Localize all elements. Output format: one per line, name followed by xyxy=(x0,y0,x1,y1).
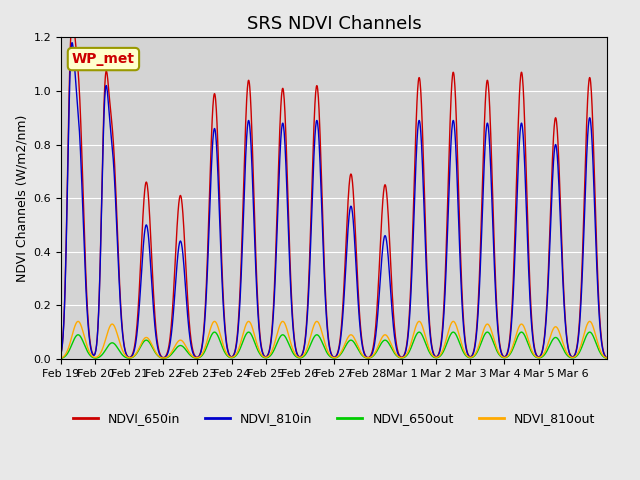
Line: NDVI_810in: NDVI_810in xyxy=(61,43,607,358)
NDVI_810in xyxy=(57,351,65,357)
Legend: NDVI_650in, NDVI_810in, NDVI_650out, NDVI_810out: NDVI_650in, NDVI_810in, NDVI_650out, NDV… xyxy=(68,407,600,430)
Text: WP_met: WP_met xyxy=(72,52,135,66)
NDVI_650out xyxy=(603,356,611,361)
NDVI_650out xyxy=(433,355,441,360)
NDVI_650in xyxy=(568,354,576,360)
NDVI_810in xyxy=(568,354,576,360)
NDVI_810in xyxy=(67,44,75,50)
NDVI_650in xyxy=(337,333,344,338)
NDVI_650out xyxy=(67,343,75,349)
NDVI_650in xyxy=(603,355,611,360)
NDVI_650out xyxy=(586,329,593,335)
NDVI_650in xyxy=(68,14,76,20)
NDVI_650in xyxy=(57,350,65,356)
NDVI_810in xyxy=(434,354,442,360)
NDVI_650in xyxy=(67,23,75,28)
NDVI_650in xyxy=(304,292,312,298)
NDVI_810out xyxy=(337,350,344,356)
Y-axis label: NDVI Channels (W/m2/nm): NDVI Channels (W/m2/nm) xyxy=(15,114,28,282)
Title: SRS NDVI Channels: SRS NDVI Channels xyxy=(246,15,421,33)
NDVI_810out xyxy=(568,355,576,360)
NDVI_810in xyxy=(304,300,312,306)
NDVI_810in xyxy=(603,355,611,361)
NDVI_810out xyxy=(67,336,75,342)
NDVI_810out xyxy=(434,354,442,360)
NDVI_650out xyxy=(337,352,344,358)
NDVI_810out xyxy=(603,355,611,361)
NDVI_810out xyxy=(74,319,82,324)
NDVI_810in xyxy=(155,350,163,356)
Line: NDVI_810out: NDVI_810out xyxy=(61,322,607,358)
NDVI_810in xyxy=(337,336,344,342)
NDVI_810out xyxy=(155,353,163,359)
NDVI_650out xyxy=(57,356,65,361)
NDVI_650in xyxy=(434,353,442,359)
NDVI_810in xyxy=(68,40,76,46)
NDVI_810out xyxy=(57,355,65,361)
Line: NDVI_650in: NDVI_650in xyxy=(61,17,607,358)
NDVI_650out xyxy=(304,348,312,354)
NDVI_650out xyxy=(155,353,163,359)
NDVI_650out xyxy=(568,355,575,360)
Line: NDVI_650out: NDVI_650out xyxy=(61,332,607,359)
NDVI_650in xyxy=(155,348,163,354)
NDVI_810out xyxy=(304,342,312,348)
